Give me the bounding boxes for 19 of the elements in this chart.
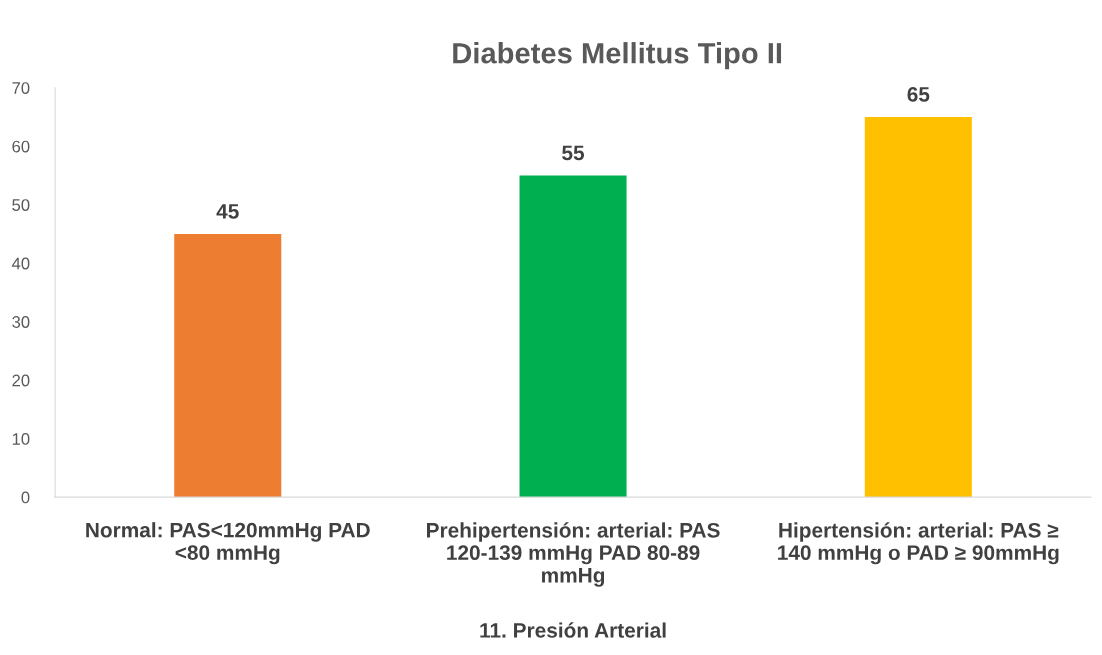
x-tick-label: Normal: PAS<120mmHg PAD <80 mmHg bbox=[86, 522, 370, 565]
data-label: 45 bbox=[216, 204, 239, 219]
y-tick-label: 70 bbox=[12, 82, 30, 94]
y-tick-label: 50 bbox=[12, 199, 30, 211]
data-label: 65 bbox=[907, 87, 930, 102]
y-tick-label: 10 bbox=[12, 433, 30, 445]
bar bbox=[174, 233, 282, 498]
data-label: 55 bbox=[562, 145, 585, 161]
bar bbox=[864, 117, 972, 498]
x-tick-label: Hipertensión: arterial: PAS ≥ 140 mmHg o PAD ≥ 90mmHg bbox=[778, 522, 1059, 565]
x-tick-label: Prehipertensión: arterial: PAS 120-139 mmHg PAD 80-89 mmHg bbox=[427, 522, 720, 587]
x-axis-title: 11. Presión Arterial bbox=[480, 622, 666, 638]
y-tick-label: 20 bbox=[12, 374, 30, 387]
y-tick-label: 60 bbox=[12, 140, 30, 153]
y-tick-label: 0 bbox=[21, 491, 30, 504]
bar bbox=[519, 175, 627, 498]
y-tick-label: 30 bbox=[12, 316, 30, 328]
chart-title: Diabetes Mellitus Tipo II bbox=[453, 42, 782, 70]
y-tick-label: 40 bbox=[11, 257, 30, 270]
